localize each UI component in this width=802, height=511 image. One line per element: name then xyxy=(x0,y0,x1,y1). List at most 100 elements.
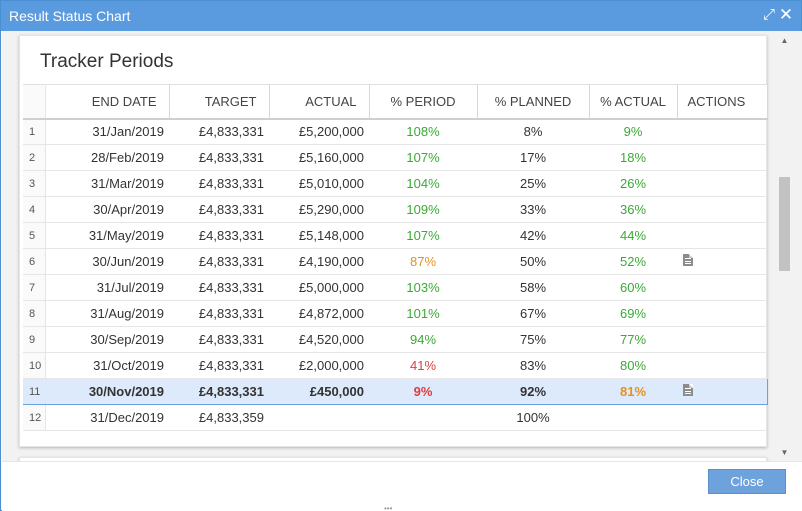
table-row[interactable]: 5 31/May/2019 £4,833,331 £5,148,000 107% 42% 4… xyxy=(23,222,767,249)
target-cell: £4,833,331 xyxy=(169,222,269,249)
row-number: 11 xyxy=(23,378,46,405)
expand-icon[interactable]: ⤢ xyxy=(762,6,775,23)
close-button[interactable]: Close xyxy=(708,469,786,494)
actions-cell xyxy=(677,118,767,145)
pct-actual-cell: 77% xyxy=(589,326,677,353)
table-row[interactable]: 6 30/Jun/2019 £4,833,331 £4,190,000 87% 50% 52… xyxy=(23,248,767,275)
pct-period-cell: 104% xyxy=(369,170,477,197)
actions-cell xyxy=(677,196,767,223)
actions-cell xyxy=(677,378,768,405)
target-cell: £4,833,331 xyxy=(169,300,269,327)
table-row[interactable]: 9 30/Sep/2019 £4,833,331 £4,520,000 94% 75% 77… xyxy=(23,326,767,353)
end-date-cell: 31/Oct/2019 xyxy=(45,352,169,379)
close-icon[interactable]: ✕ xyxy=(778,5,794,24)
end-date-cell: 31/Aug/2019 xyxy=(45,300,169,327)
table-row[interactable]: 3 31/Mar/2019 £4,833,331 £5,010,000 104% 25% 2… xyxy=(23,170,767,197)
actual-cell: £5,000,000 xyxy=(269,274,369,301)
pct-planned-cell: 75% xyxy=(477,326,589,353)
target-cell: £4,833,331 xyxy=(169,118,269,145)
target-cell: £4,833,331 xyxy=(169,326,269,353)
row-number: 2 xyxy=(23,144,46,171)
pct-planned-cell: 83% xyxy=(477,352,589,379)
table-row[interactable]: 7 31/Jul/2019 £4,833,331 £5,000,000 103% 58% 6… xyxy=(23,274,767,301)
table-body: 1 31/Jan/2019 £4,833,331 £5,200,000 108% 8% 9%… xyxy=(23,118,768,431)
pct-planned-cell: 17% xyxy=(477,144,589,171)
pct-planned-cell: 58% xyxy=(477,274,589,301)
column-header-actions: ACTIONS xyxy=(677,84,768,120)
dialog-footer: Close ••• xyxy=(2,461,802,511)
end-date-cell: 31/May/2019 xyxy=(45,222,169,249)
row-number: 8 xyxy=(23,300,46,327)
document-icon[interactable] xyxy=(683,254,693,266)
table-row[interactable]: 2 28/Feb/2019 £4,833,331 £5,160,000 107% 17% 1… xyxy=(23,144,767,171)
table-row[interactable]: 12 31/Dec/2019 £4,833,359 100% xyxy=(23,404,767,431)
actual-cell: £4,190,000 xyxy=(269,248,369,275)
actions-cell xyxy=(677,352,767,379)
actual-cell: £4,520,000 xyxy=(269,326,369,353)
row-number: 12 xyxy=(23,404,46,431)
vertical-scrollbar[interactable]: ▲ ▼ xyxy=(777,35,792,457)
table-row[interactable]: 11 30/Nov/2019 £4,833,331 £450,000 9% 92% 81% xyxy=(23,378,768,405)
pct-planned-cell: 25% xyxy=(477,170,589,197)
pct-period-cell: 101% xyxy=(369,300,477,327)
tracker-periods-table: END DATE TARGET ACTUAL % PERIOD % PLANNE… xyxy=(23,84,768,431)
pct-actual-cell: 52% xyxy=(589,248,677,275)
pct-actual-cell: 69% xyxy=(589,300,677,327)
pct-period-cell: 41% xyxy=(369,352,477,379)
row-number: 5 xyxy=(23,222,46,249)
pct-planned-cell: 8% xyxy=(477,118,589,145)
actions-cell xyxy=(677,404,767,431)
row-number: 1 xyxy=(23,118,46,145)
column-header-target[interactable]: TARGET xyxy=(169,84,270,120)
target-cell: £4,833,331 xyxy=(169,144,269,171)
target-cell: £4,833,331 xyxy=(169,248,269,275)
actions-cell xyxy=(677,326,767,353)
pct-actual-cell: 36% xyxy=(589,196,677,223)
actions-cell xyxy=(677,300,767,327)
pct-period-cell xyxy=(369,404,477,431)
dialog-content: Tracker Periods END DATE TARGE xyxy=(2,31,802,461)
actual-cell: £4,872,000 xyxy=(269,300,369,327)
pct-actual-cell: 60% xyxy=(589,274,677,301)
pct-planned-cell: 67% xyxy=(477,300,589,327)
document-icon[interactable] xyxy=(683,384,693,396)
column-header-end-date[interactable]: END DATE xyxy=(45,84,170,120)
pct-period-cell: 103% xyxy=(369,274,477,301)
pct-period-cell: 108% xyxy=(369,118,477,145)
column-header-pct-actual[interactable]: % ACTUAL xyxy=(589,84,678,120)
column-header-actual[interactable]: ACTUAL xyxy=(269,84,370,120)
row-number: 9 xyxy=(23,326,46,353)
actual-cell: £5,148,000 xyxy=(269,222,369,249)
target-cell: £4,833,331 xyxy=(169,274,269,301)
actual-cell xyxy=(269,404,369,431)
pct-actual-cell: 81% xyxy=(589,378,677,405)
pct-planned-cell: 92% xyxy=(477,378,589,405)
end-date-cell: 30/Sep/2019 xyxy=(45,326,169,353)
end-date-cell: 31/Dec/2019 xyxy=(45,404,169,431)
table-row[interactable]: 10 31/Oct/2019 £4,833,331 £2,000,000 41% 83% 8… xyxy=(23,352,767,379)
title-bar[interactable]: Result Status Chart ⤢ ✕ xyxy=(1,1,801,31)
end-date-cell: 30/Nov/2019 xyxy=(45,378,169,405)
column-header-pct-period[interactable]: % PERIOD xyxy=(369,84,478,120)
actual-cell: £2,000,000 xyxy=(269,352,369,379)
tracker-periods-panel: Tracker Periods END DATE TARGE xyxy=(19,35,768,447)
actions-cell xyxy=(677,274,767,301)
table-row[interactable]: 1 31/Jan/2019 £4,833,331 £5,200,000 108% 8% 9% xyxy=(23,118,767,145)
pct-planned-cell: 42% xyxy=(477,222,589,249)
pct-period-cell: 107% xyxy=(369,144,477,171)
scroll-up-arrow-icon[interactable]: ▲ xyxy=(780,36,789,45)
row-number-header xyxy=(23,84,46,120)
row-number: 6 xyxy=(23,248,46,275)
scroll-down-arrow-icon[interactable]: ▼ xyxy=(780,448,789,457)
table-row[interactable]: 4 30/Apr/2019 £4,833,331 £5,290,000 109% 33% 3… xyxy=(23,196,767,223)
actual-cell: £450,000 xyxy=(269,378,369,405)
scrollbar-thumb[interactable] xyxy=(779,177,790,271)
table-row[interactable]: 8 31/Aug/2019 £4,833,331 £4,872,000 101% 67% 6… xyxy=(23,300,767,327)
pct-planned-cell: 100% xyxy=(477,404,589,431)
row-number: 7 xyxy=(23,274,46,301)
window-title: Result Status Chart xyxy=(9,8,131,24)
resize-grip-icon[interactable]: ••• xyxy=(384,504,393,511)
secondary-panel xyxy=(19,457,767,461)
column-header-pct-planned[interactable]: % PLANNED xyxy=(477,84,590,120)
actions-cell xyxy=(677,170,767,197)
